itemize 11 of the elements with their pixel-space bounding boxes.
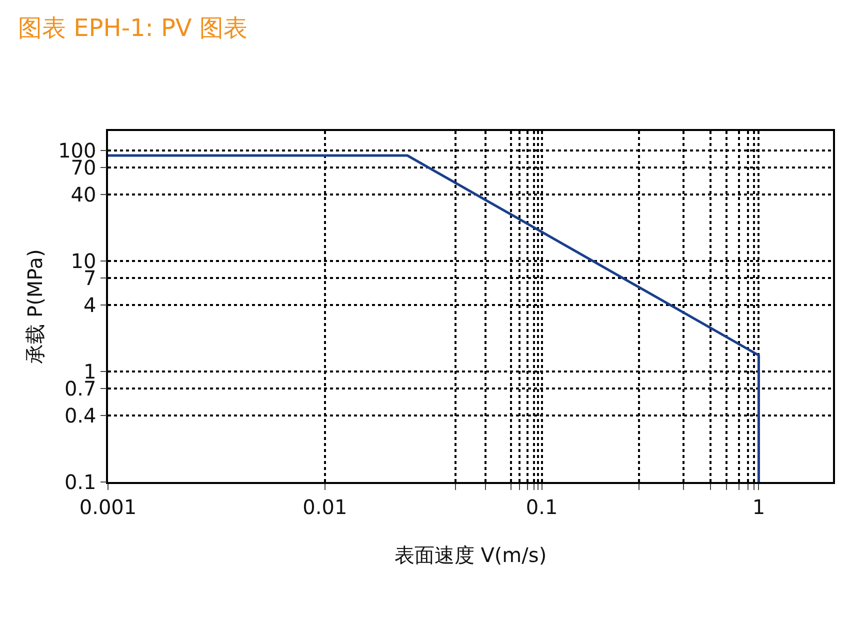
x-tick-label: 1	[752, 494, 766, 519]
y-tick-label: 4	[84, 292, 96, 317]
x-tick-label: 0.1	[526, 494, 558, 519]
y-tick-label: 0.1	[64, 470, 96, 494]
x-tick-label: 0.01	[302, 494, 348, 519]
y-axis-title: 承载 P(MPa)	[23, 249, 48, 364]
chart-title: 图表 EPH-1: PV 图表	[18, 13, 248, 44]
y-tick-label: 0.4	[64, 403, 96, 428]
y-tick-label: 40	[70, 182, 96, 206]
x-tick-label: 0.001	[79, 494, 137, 519]
x-axis-title: 表面速度 V(m/s)	[394, 542, 547, 567]
